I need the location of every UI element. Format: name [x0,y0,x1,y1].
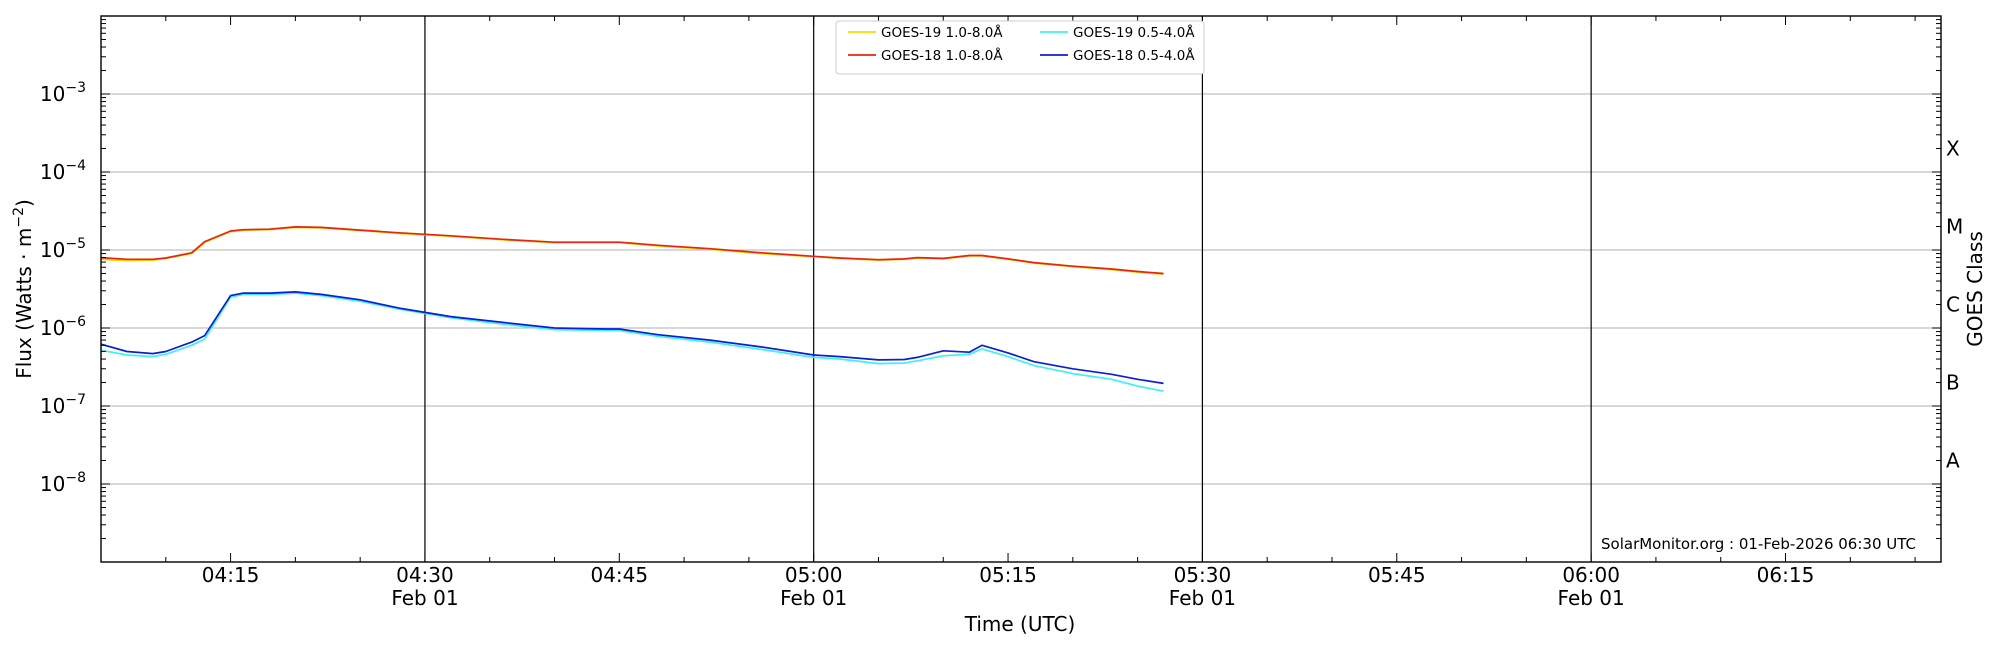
y-tick-label-0: 10−3 [40,80,86,106]
y-tick-label-2: 10−5 [40,236,86,262]
x-tick-label-5: 05:30 [1174,563,1232,587]
x-tick-label-2: 04:45 [590,563,648,587]
series-line-2 [100,292,1164,393]
goes-class-m: M [1946,215,1963,239]
y-tick-label-1: 10−4 [40,158,86,184]
day-boundary-lines [424,16,1592,562]
x-tick-date-1: Feb 01 [391,586,458,610]
legend: GOES-19 1.0-8.0Å GOES-18 1.0-8.0Å GOES-19 … [835,20,1205,75]
series-line-0 [100,226,1164,276]
source-annotation: SolarMonitor.org : 01-Feb-2026 06:30 UTC [1601,535,1916,553]
y-axis-label: Flux (Watts · m−2) [11,199,36,379]
legend-label-1: GOES-18 1.0-8.0Å [881,47,1003,64]
series-lines [100,226,1164,393]
goes-class-labels: X M C B A [1946,137,1963,473]
y-tick-label-5: 10−8 [40,470,86,496]
x-tick-date-7: Feb 01 [1558,586,1625,610]
grid-lines [101,93,1941,485]
x-tick-label-8: 06:15 [1757,563,1815,587]
goes-class-x: X [1946,137,1960,161]
legend-label-3: GOES-18 0.5-4.0Å [1073,47,1195,64]
x-tick-label-4: 05:15 [979,563,1037,587]
x-tick-date-5: Feb 01 [1169,586,1236,610]
x-axis-label: Time (UTC) [964,612,1076,636]
x-tick-label-3: 05:00 [785,563,843,587]
x-tick-label-0: 04:15 [202,563,260,587]
y-tick-labels: 10−3 10−4 10−5 10−6 10−7 10−8 [40,80,86,496]
x-tick-date-3: Feb 01 [780,586,847,610]
axis-ticks [100,16,1941,563]
series-line-1 [100,226,1164,275]
legend-box [835,20,1205,75]
y-tick-label-3: 10−6 [40,314,86,340]
goes-class-a: A [1946,449,1960,473]
goes-class-c: C [1946,293,1960,317]
right-axis-label: GOES Class [1963,231,1987,347]
goes-class-b: B [1946,371,1960,395]
legend-label-0: GOES-19 1.0-8.0Å [881,24,1003,41]
legend-label-2: GOES-19 0.5-4.0Å [1073,24,1195,41]
x-tick-label-7: 06:00 [1562,563,1620,587]
y-tick-label-4: 10−7 [40,392,86,418]
x-tick-label-1: 04:30 [396,563,454,587]
plot-frame [100,15,1942,563]
series-line-3 [100,291,1164,385]
x-tick-label-6: 05:45 [1368,563,1426,587]
